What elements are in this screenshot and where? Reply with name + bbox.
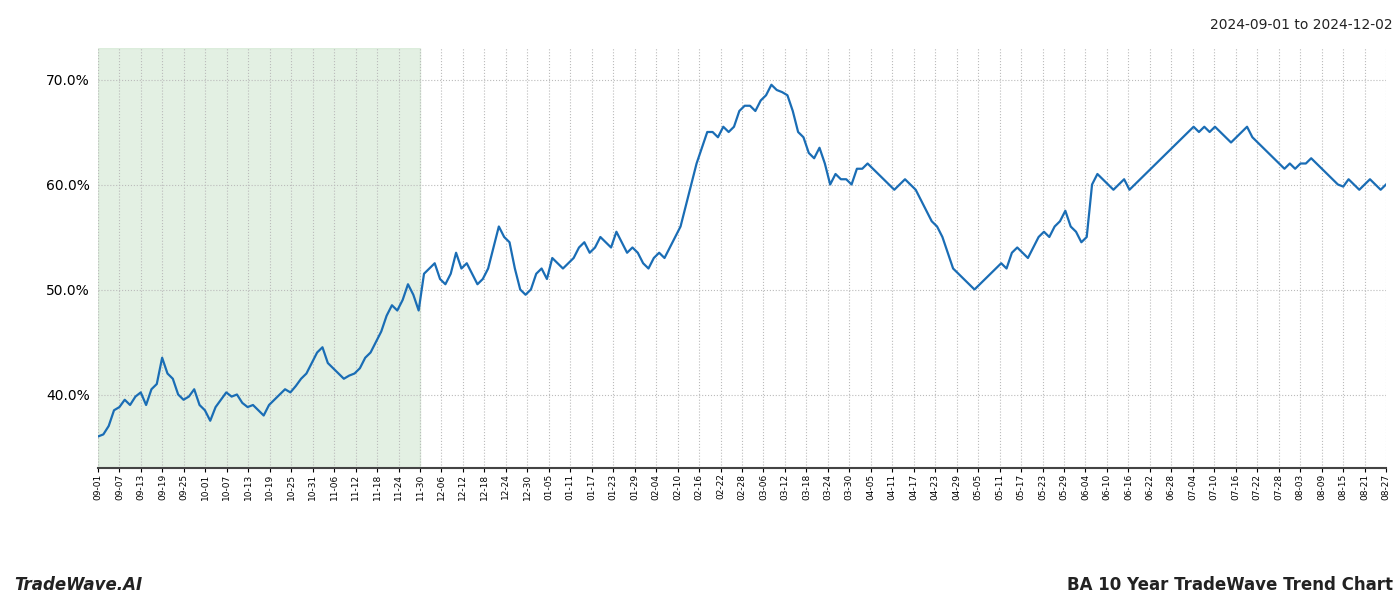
Bar (98, 48, 420, 468)
Text: TradeWave.AI: TradeWave.AI (14, 576, 143, 594)
Text: BA 10 Year TradeWave Trend Chart: BA 10 Year TradeWave Trend Chart (1067, 576, 1393, 594)
Text: 2024-09-01 to 2024-12-02: 2024-09-01 to 2024-12-02 (1211, 18, 1393, 32)
